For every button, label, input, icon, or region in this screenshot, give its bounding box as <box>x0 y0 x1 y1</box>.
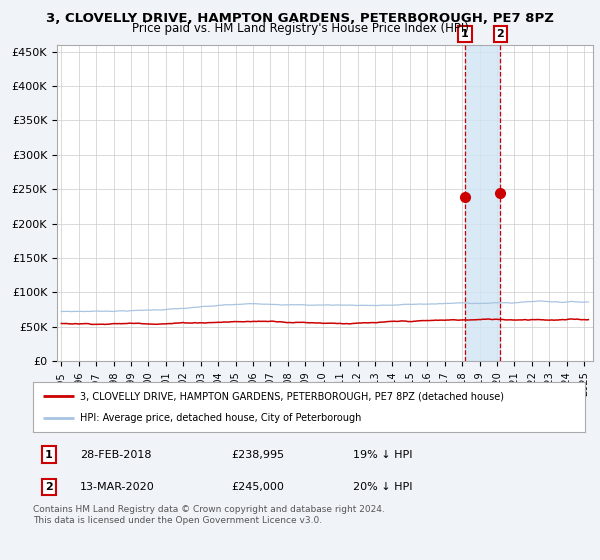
Text: 3, CLOVELLY DRIVE, HAMPTON GARDENS, PETERBOROUGH, PE7 8PZ (detached house): 3, CLOVELLY DRIVE, HAMPTON GARDENS, PETE… <box>80 391 504 401</box>
Text: Price paid vs. HM Land Registry's House Price Index (HPI): Price paid vs. HM Land Registry's House … <box>131 22 469 35</box>
Text: 2: 2 <box>45 482 53 492</box>
Text: 2: 2 <box>497 29 505 39</box>
Text: Contains HM Land Registry data © Crown copyright and database right 2024.
This d: Contains HM Land Registry data © Crown c… <box>33 505 385 525</box>
Text: £238,995: £238,995 <box>232 450 285 460</box>
Text: £245,000: £245,000 <box>232 482 284 492</box>
Text: 19% ↓ HPI: 19% ↓ HPI <box>353 450 413 460</box>
Text: 1: 1 <box>45 450 53 460</box>
Text: 13-MAR-2020: 13-MAR-2020 <box>80 482 155 492</box>
Bar <box>465 45 500 361</box>
Text: 1: 1 <box>461 29 469 39</box>
Text: 3, CLOVELLY DRIVE, HAMPTON GARDENS, PETERBOROUGH, PE7 8PZ: 3, CLOVELLY DRIVE, HAMPTON GARDENS, PETE… <box>46 12 554 25</box>
Text: 20% ↓ HPI: 20% ↓ HPI <box>353 482 413 492</box>
Text: 28-FEB-2018: 28-FEB-2018 <box>80 450 151 460</box>
Text: HPI: Average price, detached house, City of Peterborough: HPI: Average price, detached house, City… <box>80 413 361 423</box>
